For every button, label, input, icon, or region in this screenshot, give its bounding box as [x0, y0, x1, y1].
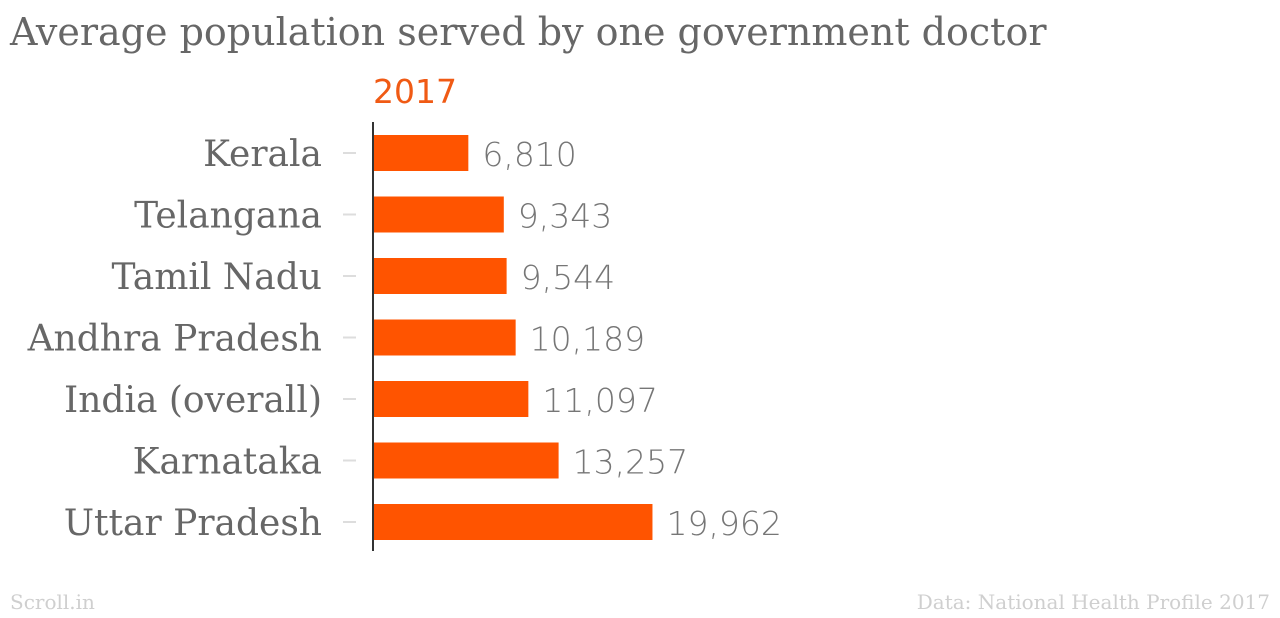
- source-brand: Scroll.in: [10, 590, 95, 614]
- value-label: 6,810: [482, 135, 576, 174]
- category-label: Tamil Nadu: [112, 257, 322, 298]
- value-label: 11,097: [542, 381, 657, 420]
- series-header: 2017: [373, 72, 457, 111]
- chart-title: Average population served by one governm…: [10, 10, 1047, 54]
- bar: [373, 258, 507, 294]
- value-label: 19,962: [666, 504, 781, 543]
- category-ticks: [343, 152, 356, 523]
- category-label: Karnataka: [133, 442, 322, 483]
- category-label: India (overall): [64, 380, 322, 421]
- value-labels: 6,810 9,343 9,544 10,189 11,097 13,257 19,962: [482, 135, 782, 543]
- category-label: Kerala: [203, 134, 322, 175]
- data-credit: Data: National Health Profile 2017: [916, 590, 1270, 614]
- bar: [373, 319, 516, 356]
- bar: [373, 504, 653, 540]
- value-label: 10,189: [530, 320, 645, 359]
- category-labels: Kerala Telangana Tamil Nadu Andhra Pradesh I…: [27, 134, 322, 544]
- value-label: 9,544: [521, 258, 615, 297]
- bar: [373, 381, 529, 417]
- bars: [373, 135, 653, 540]
- category-label: Uttar Pradesh: [64, 503, 322, 544]
- bar: [373, 442, 559, 479]
- series-label: 2017: [373, 72, 457, 111]
- category-label: Telangana: [134, 196, 322, 237]
- bar: [373, 135, 469, 171]
- value-label: 13,257: [573, 443, 688, 482]
- category-label: Andhra Pradesh: [27, 319, 322, 360]
- value-label: 9,343: [518, 197, 612, 236]
- bar: [373, 196, 504, 233]
